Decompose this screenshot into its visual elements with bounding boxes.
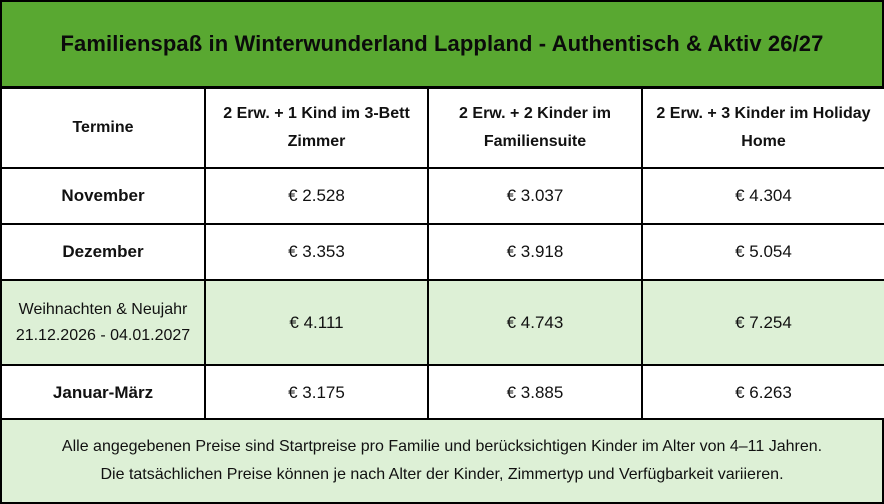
title-bar: Familienspaß in Winterwunderland Lapplan… (0, 0, 884, 88)
column-header-3-bett-zimmer: 2 Erw. + 1 Kind im 3-Bett Zimmer (204, 87, 429, 169)
page-title: Familienspaß in Winterwunderland Lapplan… (60, 31, 824, 56)
price-cell: € 3.175 (204, 364, 429, 422)
column-header-holiday-home: 2 Erw. + 3 Kinder im Holiday Home (641, 87, 884, 169)
price-table: Termine 2 Erw. + 1 Kind im 3-Bett Zimmer… (0, 87, 884, 422)
price-cell: € 3.353 (204, 223, 429, 281)
row-label: Januar-März (0, 364, 206, 422)
price-cell: € 4.304 (641, 167, 884, 225)
price-cell: € 5.054 (641, 223, 884, 281)
price-cell: € 3.037 (427, 167, 643, 225)
row-label: Weihnachten & Neujahr 21.12.2026 - 04.01… (0, 279, 206, 366)
footer-note: Alle angegebenen Preise sind Startpreise… (0, 418, 884, 504)
footer-line-2: Die tatsächlichen Preise können je nach … (100, 466, 784, 483)
price-cell: € 3.885 (427, 364, 643, 422)
price-cell: € 2.528 (204, 167, 429, 225)
column-header-familiensuite: 2 Erw. + 2 Kinder im Familiensuite (427, 87, 643, 169)
price-cell: € 7.254 (641, 279, 884, 366)
table-row-highlighted: Weihnachten & Neujahr 21.12.2026 - 04.01… (0, 279, 884, 366)
column-header-termine: Termine (0, 87, 206, 169)
price-cell: € 3.918 (427, 223, 643, 281)
footer-line-1: Alle angegebenen Preise sind Startpreise… (61, 438, 823, 455)
price-cell: € 4.111 (204, 279, 429, 366)
table-header-row: Termine 2 Erw. + 1 Kind im 3-Bett Zimmer… (0, 87, 884, 169)
table-row: Dezember € 3.353 € 3.918 € 5.054 (0, 223, 884, 281)
table-row: November € 2.528 € 3.037 € 4.304 (0, 167, 884, 225)
row-label: Dezember (0, 223, 206, 281)
price-cell: € 6.263 (641, 364, 884, 422)
row-label: November (0, 167, 206, 225)
price-cell: € 4.743 (427, 279, 643, 366)
table-row: Januar-März € 3.175 € 3.885 € 6.263 (0, 364, 884, 422)
